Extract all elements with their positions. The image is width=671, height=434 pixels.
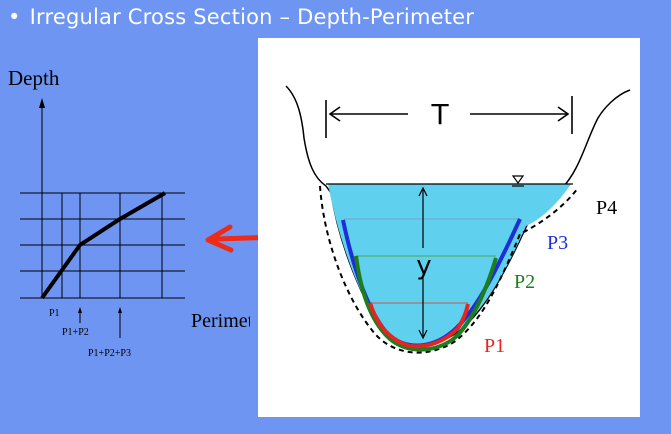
tick-label-p1-p2-p3: P1+P2+P3 — [88, 348, 131, 359]
graph-y-label: Depth — [8, 66, 60, 90]
p4-label: P4 — [596, 197, 617, 219]
graph-x-label: Perimeter — [191, 310, 250, 332]
slide-title: • Irregular Cross Section – Depth-Perimet… — [8, 5, 474, 29]
depth-dimension — [418, 186, 428, 340]
graph-grid — [20, 192, 185, 298]
tick-label-p1: P1 — [49, 308, 60, 319]
graph-y-axis-arrowhead — [39, 98, 45, 108]
p1-perimeter — [368, 302, 470, 349]
p4-perimeter — [319, 185, 579, 354]
title-text: Irregular Cross Section – Depth-Perimete… — [29, 5, 475, 29]
water-level-lines — [344, 218, 520, 304]
p3-label: P3 — [547, 232, 568, 254]
title-bullet: • — [8, 5, 21, 29]
p1-label: P1 — [484, 335, 505, 357]
top-width-dimension — [325, 96, 573, 138]
tick-label-p1-p2: P1+P2 — [62, 327, 89, 338]
channel-cross-section: T y P4 P3 P2 P1 — [285, 85, 631, 357]
water-area — [328, 184, 571, 346]
p2-perimeter — [354, 255, 498, 352]
top-width-label: T — [430, 98, 449, 131]
depth-perimeter-curve — [40, 191, 167, 300]
p2-label: P2 — [514, 271, 535, 293]
graph-tick-arrows — [78, 307, 122, 338]
water-surface-symbol — [511, 175, 525, 187]
depth-label: y — [416, 251, 431, 281]
depth-perimeter-graph: Depth P1 P1+P2 P1+P2+P3 Perimeter — [8, 66, 250, 359]
